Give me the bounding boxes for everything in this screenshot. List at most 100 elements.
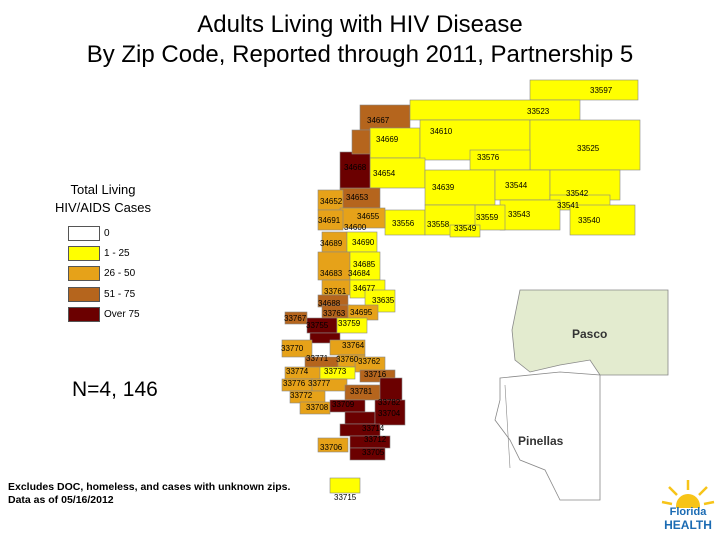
zip-label-33763: 33763	[323, 309, 346, 318]
zip-label-33771: 33771	[306, 354, 329, 363]
legend-label-0: 0	[104, 228, 110, 239]
legend-title-line2: HIV/AIDS Cases	[54, 200, 152, 215]
zip-region-33756	[309, 332, 341, 344]
zip-label-layer: 33597 33523 34667 34669 34610 33525 33576 34668…	[281, 86, 613, 502]
zip-region-33523	[409, 99, 581, 121]
zip-region-33715	[329, 477, 361, 494]
florida-health-logo: Florida HEALTH	[660, 478, 716, 534]
footnote-exclusions: Excludes DOC, homeless, and cases with u…	[8, 481, 291, 493]
legend-title: Total Living HIV/AIDS Cases	[38, 181, 168, 217]
zip-label-33715: 33715	[334, 493, 357, 502]
zip-label-33558: 33558	[427, 220, 450, 229]
zip-label-33716: 33716	[364, 370, 387, 379]
zip-label-33770: 33770	[281, 344, 304, 353]
zip-label-33704: 33704	[378, 409, 401, 418]
zip-label-33708: 33708	[306, 403, 329, 412]
pinellas-zip-regions	[281, 231, 406, 494]
zip-label-34695: 34695	[350, 308, 373, 317]
legend-item-4: Over 75	[68, 307, 188, 322]
zip-label-34652: 34652	[320, 197, 343, 206]
legend-item-2: 26 - 50	[68, 266, 188, 281]
county-label-pinellas: Pinellas	[518, 434, 564, 448]
zip-label-33549: 33549	[454, 224, 477, 233]
legend-swatch-3	[68, 287, 100, 302]
legend-swatch-0	[68, 226, 100, 241]
zip-label-33576: 33576	[477, 153, 500, 162]
zip-label-33761: 33761	[324, 287, 347, 296]
zip-label-33540: 33540	[578, 216, 601, 225]
zip-label-33706: 33706	[320, 443, 343, 452]
zip-label-33541: 33541	[557, 201, 580, 210]
zip-label-33760: 33760	[336, 355, 359, 364]
zip-label-34600: 34600	[344, 223, 367, 232]
zip-label-33755: 33755	[306, 321, 329, 330]
zip-region-33549	[449, 224, 481, 238]
zip-label-33714: 33714	[362, 424, 385, 433]
zip-label-34668: 34668	[344, 163, 367, 172]
legend-swatch-4	[68, 307, 100, 322]
zip-label-33543: 33543	[508, 210, 531, 219]
legend-swatch-1	[68, 246, 100, 261]
pinellas-county-shape	[494, 371, 601, 501]
legend-label-1: 1 - 25	[104, 248, 130, 259]
zip-label-34684: 34684	[348, 269, 371, 278]
zip-label-33709: 33709	[332, 400, 355, 409]
zip-label-33777: 33777	[308, 379, 331, 388]
legend-item-3: 51 - 75	[68, 287, 188, 302]
zip-region-33706	[317, 437, 349, 453]
zip-region-34654	[369, 157, 426, 189]
zip-label-33597: 33597	[590, 86, 613, 95]
pasco-zip-regions	[317, 79, 641, 238]
zip-label-34677: 34677	[353, 284, 376, 293]
map-title-line2: By Zip Code, Reported through 2011, Part…	[86, 41, 634, 68]
zip-region-33759	[336, 317, 368, 334]
legend-label-2: 26 - 50	[104, 268, 136, 279]
zip-region-33544	[494, 169, 551, 201]
zip-label-33559: 33559	[476, 213, 499, 222]
zip-label-34691: 34691	[318, 216, 341, 225]
zip-label-34690: 34690	[352, 238, 375, 247]
zip-region-34691	[317, 209, 344, 231]
zip-label-33544: 33544	[505, 181, 528, 190]
zip-label-33556: 33556	[392, 219, 415, 228]
legend-swatch-2	[68, 266, 100, 281]
zip-label-34655: 34655	[357, 212, 380, 221]
pasco-county-shape	[511, 289, 669, 376]
zip-label-33776: 33776	[283, 379, 306, 388]
case-count: N=4, 146	[72, 378, 158, 401]
zip-label-33712: 33712	[364, 435, 387, 444]
zip-region-33540	[569, 204, 636, 236]
zip-region-33705	[349, 447, 386, 461]
zip-region-34684	[349, 251, 381, 281]
zip-label-34685: 34685	[353, 260, 376, 269]
zip-region-33714	[344, 411, 376, 425]
zip-region-33770	[281, 339, 313, 358]
zip-label-33772: 33772	[290, 391, 313, 400]
zip-label-33767: 33767	[284, 314, 307, 323]
zip-label-33764: 33764	[342, 341, 365, 350]
zip-label-34683: 34683	[320, 269, 343, 278]
zip-label-33781: 33781	[350, 387, 373, 396]
zip-label-33542: 33542	[566, 189, 589, 198]
zip-label-33525: 33525	[577, 144, 600, 153]
zip-label-34688: 34688	[318, 299, 341, 308]
sun-icon	[661, 480, 715, 518]
zip-region-34669	[369, 127, 421, 159]
logo-line2: HEALTH	[664, 518, 712, 532]
logo-line1: Florida	[669, 506, 707, 518]
zip-label-34654: 34654	[373, 169, 396, 178]
zip-label-34610: 34610	[430, 127, 453, 136]
zip-region-34683	[317, 251, 351, 281]
zip-label-33774: 33774	[286, 367, 309, 376]
legend-item-1: 1 - 25	[68, 246, 188, 261]
zip-region-34668	[339, 151, 371, 189]
zip-label-33705: 33705	[362, 448, 385, 457]
legend-item-0: 0	[68, 226, 188, 241]
zip-region-33559	[469, 204, 506, 231]
map-title-line1: Adults Living with HIV Disease	[197, 11, 523, 38]
zip-region-33597	[529, 79, 639, 101]
zip-label-34667: 34667	[367, 116, 390, 125]
zip-label-34639: 34639	[432, 183, 455, 192]
legend-label-4: Over 75	[104, 309, 140, 320]
